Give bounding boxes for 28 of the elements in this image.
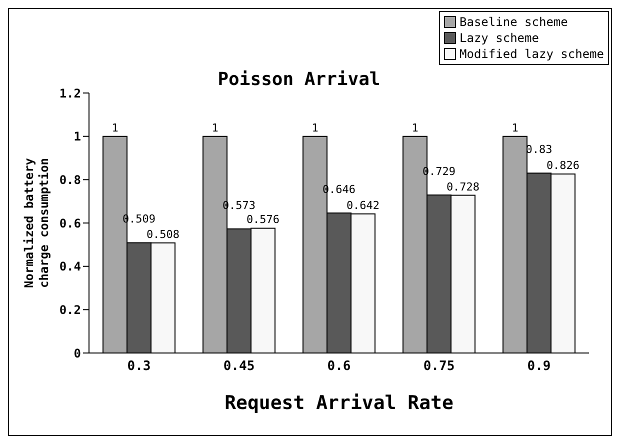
data-label: 0.826	[546, 159, 580, 172]
data-label: 1	[212, 121, 218, 134]
x-tick-label: 0.6	[327, 359, 351, 374]
data-label: 1	[512, 121, 518, 134]
x-axis-title: Request Arrival Rate	[224, 392, 454, 414]
x-tick-label: 0.9	[527, 359, 551, 374]
y-tick-label: 0.6	[59, 216, 81, 230]
legend-label: Baseline scheme	[460, 14, 568, 30]
y-tick-label: 1.2	[59, 86, 81, 100]
y-tick-label: 0.2	[59, 302, 81, 317]
y-tick-label: 0.8	[59, 172, 81, 187]
data-label: 0.576	[246, 213, 280, 226]
data-label: 1	[312, 121, 318, 134]
y-axis-title: Normalized battery charge consumption	[22, 158, 51, 288]
legend-label: Modified lazy scheme	[460, 46, 604, 62]
x-tick-label: 0.45	[223, 359, 255, 374]
chart-title: Poisson Arrival	[216, 69, 382, 90]
y-tick-label: 0.4	[59, 260, 81, 274]
x-tick-label: 0.75	[423, 359, 455, 374]
data-label: 1	[412, 121, 418, 134]
data-label: 0.508	[146, 228, 180, 241]
y-tick-label: 0	[74, 346, 81, 360]
legend-label: Lazy scheme	[460, 30, 539, 46]
x-tick-label: 0.3	[127, 359, 151, 374]
data-label: 0.642	[346, 198, 380, 212]
data-label: 0.728	[446, 180, 480, 194]
data-label: 1	[112, 121, 118, 134]
y-tick-label: 1	[74, 130, 81, 144]
